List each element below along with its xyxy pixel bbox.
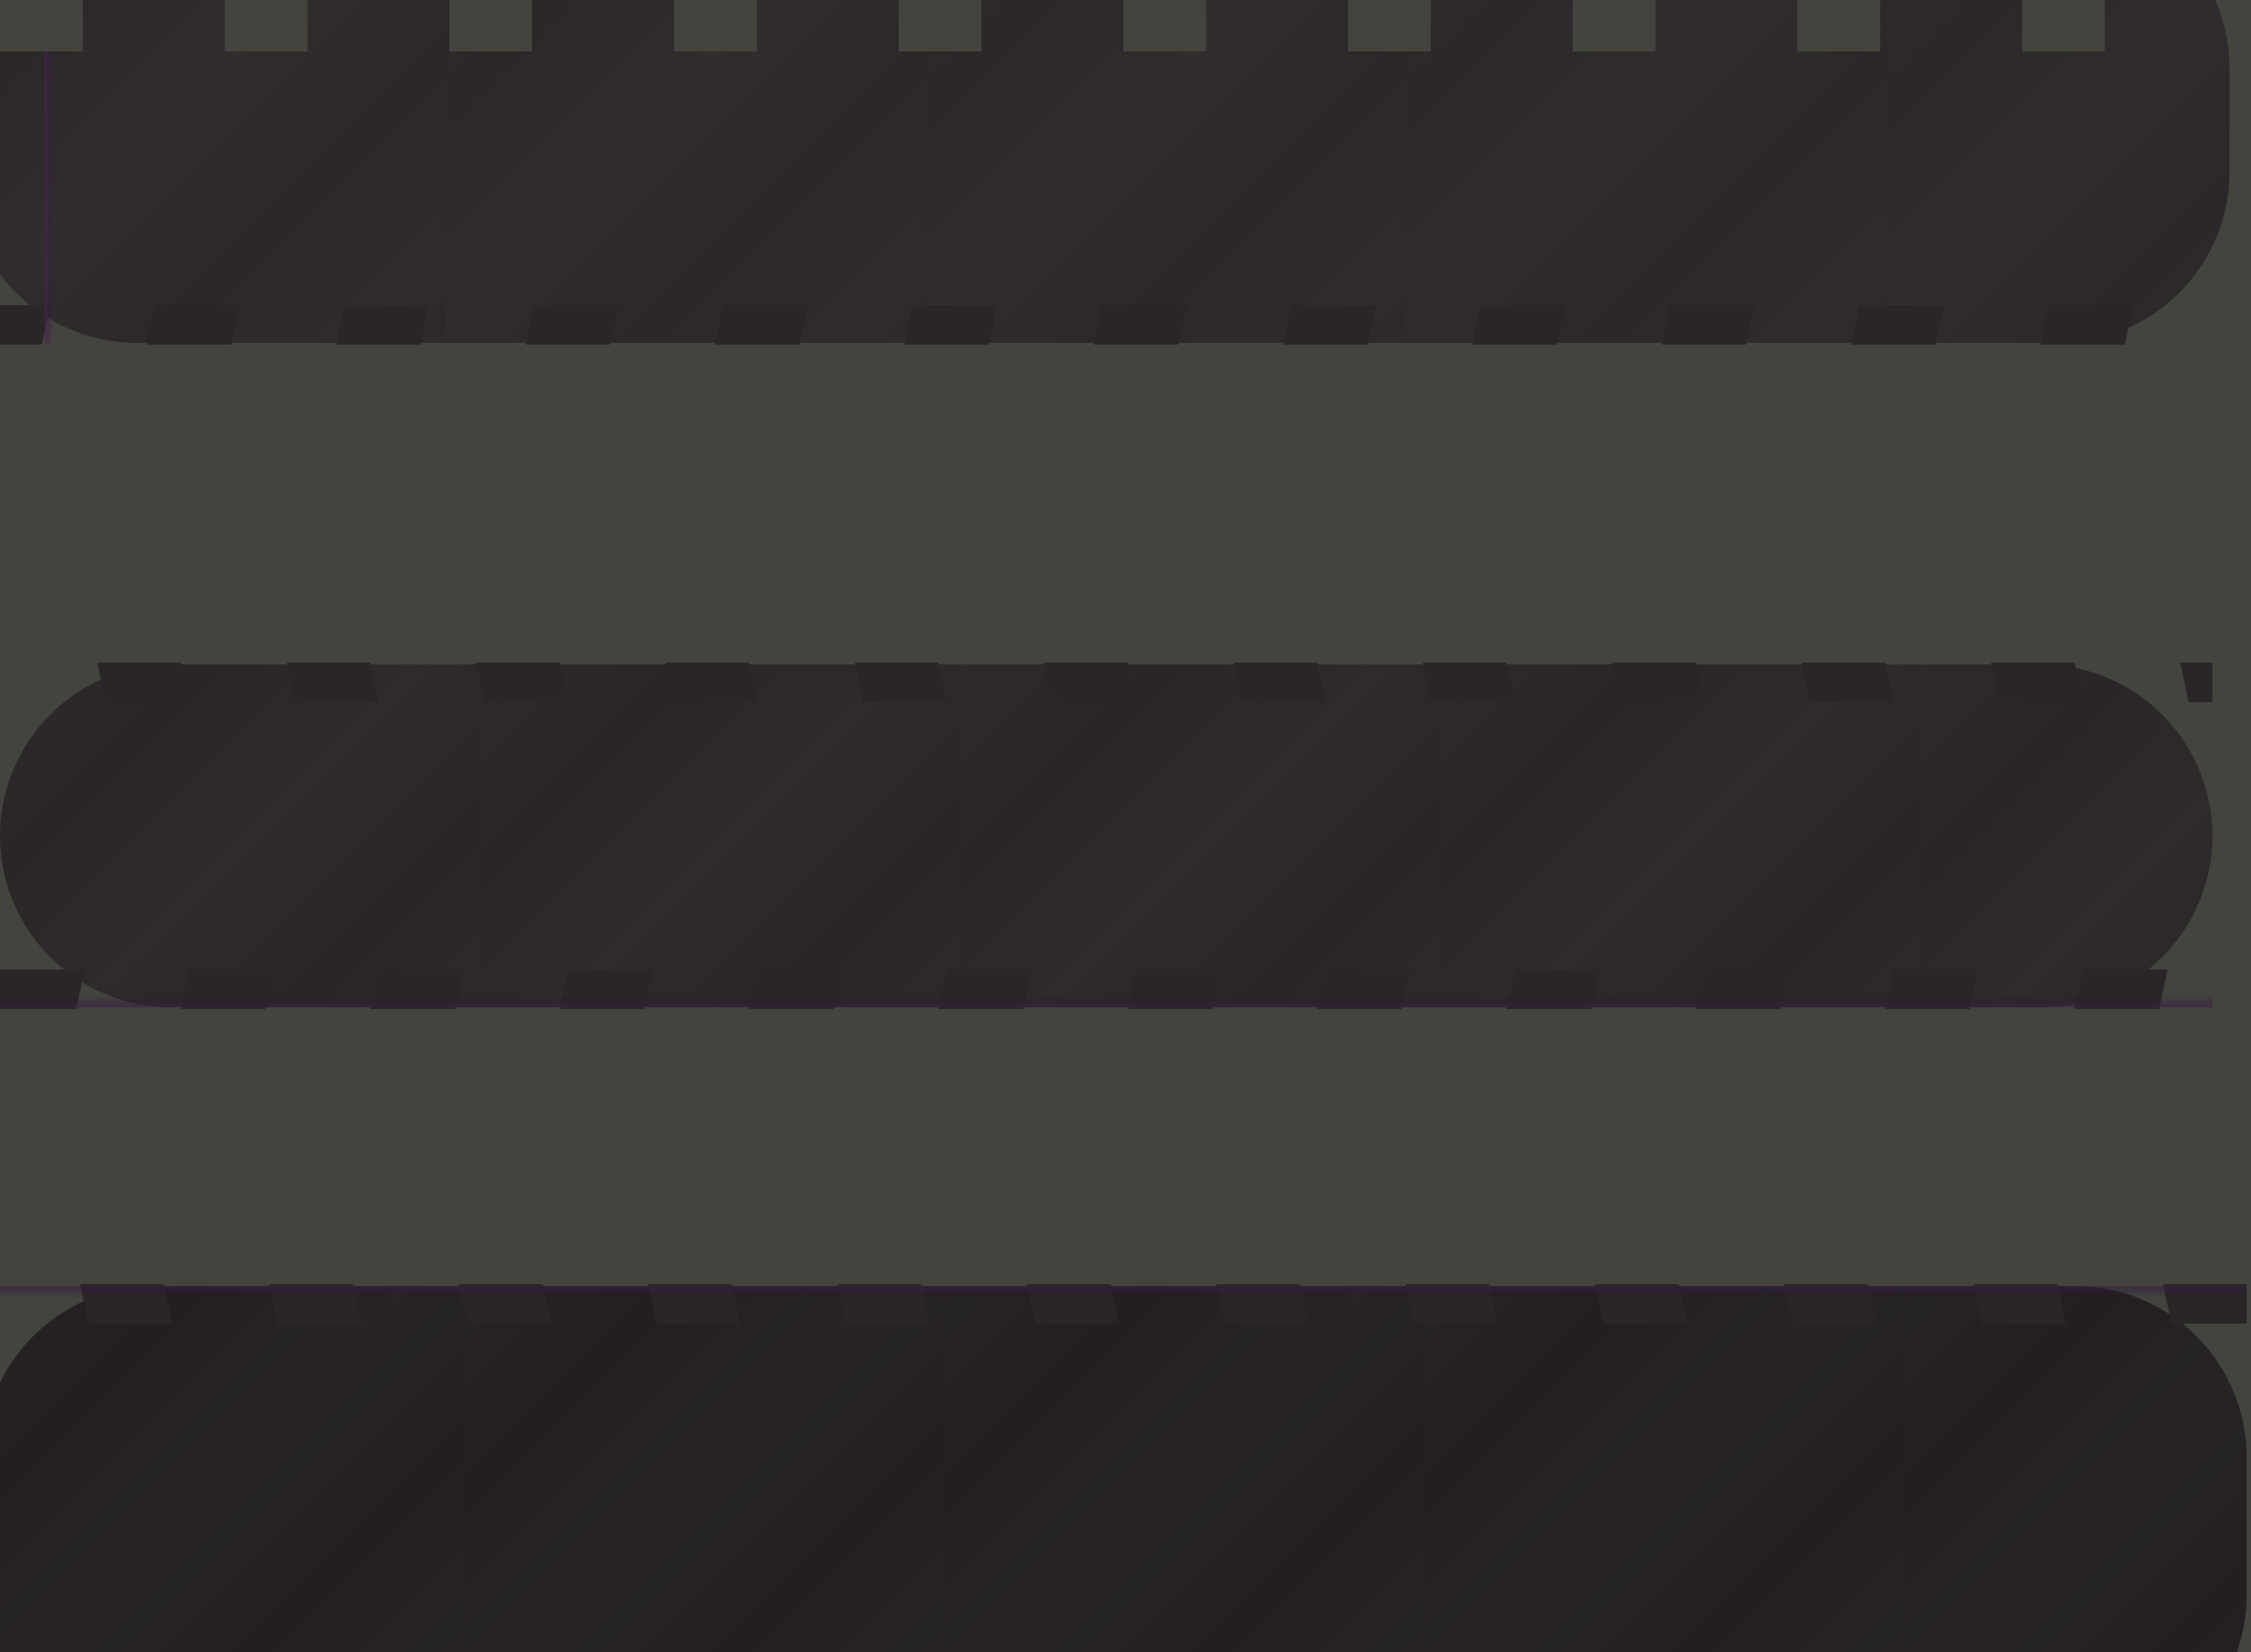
menu-bar-middle-chroma-fringe — [0, 995, 2212, 1007]
menu-bar-middle-top-edge-artifact — [0, 663, 2212, 702]
menu-bar-middle-bottom-edge-artifact — [0, 970, 2212, 1009]
menu-bar-top-left-chroma-fringe — [45, 0, 53, 343]
menu-bar-bottom — [0, 1284, 2247, 1652]
menu-bar-bottom-top-edge-artifact — [0, 1284, 2247, 1324]
menu-bar-bottom-chroma-fringe — [0, 1286, 2247, 1298]
menu-bar-top-bottom-edge-artifact — [0, 305, 2230, 345]
menu-bar-top — [0, 0, 2230, 345]
menu-bar-middle — [0, 663, 2212, 1009]
